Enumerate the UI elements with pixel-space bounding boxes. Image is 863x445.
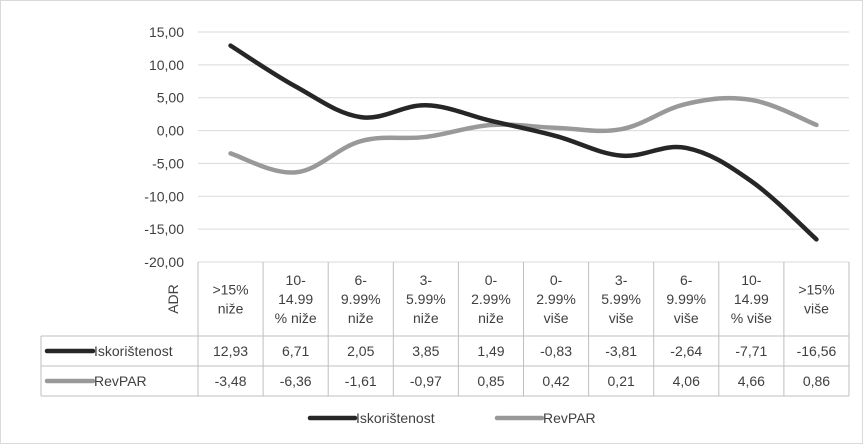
category-label-line: >15% <box>212 282 248 298</box>
category-label: 6- 9.99% niže <box>341 272 381 326</box>
category-label-line: 10- <box>286 272 307 288</box>
y-tick-label: -10,00 <box>144 188 184 204</box>
table-cell-value: 1,49 <box>477 343 504 359</box>
series-line-1 <box>228 95 819 175</box>
series-line-0 <box>228 43 819 242</box>
category-label-line: 0- <box>550 272 563 288</box>
category-label: >15% niže <box>212 282 248 317</box>
y-axis-ticks: 15,00 10,00 5,00 0,00 -5,00 -10,00 -15,00 -20,0… <box>144 24 184 270</box>
table-cell-value: -6,36 <box>280 373 312 389</box>
data-table: >15% niže 10- 14.99 % niže 6- 9.99% niže 3- 5.99%… <box>40 262 850 397</box>
y-tick-label: -5,00 <box>152 155 184 171</box>
table-cell-value: 3,85 <box>412 343 439 359</box>
category-label-line: 3- <box>420 272 433 288</box>
category-label-line: 3- <box>615 272 628 288</box>
table-cell-value: 4,06 <box>673 373 700 389</box>
category-label-line: niže <box>348 310 374 326</box>
category-label-line: niže <box>413 310 439 326</box>
table-cell-value: 0,21 <box>608 373 635 389</box>
table-cell-value: 6,71 <box>282 343 309 359</box>
category-label-line: 9.99% <box>666 291 706 307</box>
legend-label: RevPAR <box>543 410 596 426</box>
table-cell-value: -0,97 <box>410 373 442 389</box>
y-tick-label: -20,00 <box>144 254 184 270</box>
category-label-line: 5.99% <box>601 291 641 307</box>
category-label: 6- 9.99% više <box>666 272 706 326</box>
category-label-line: niže <box>478 310 504 326</box>
y-axis-label: ADR <box>165 284 181 314</box>
category-label: 3- 5.99% niže <box>406 272 446 326</box>
category-label-line: 14.99 <box>278 291 313 307</box>
category-label-line: 9.99% <box>341 291 381 307</box>
category-label-line: više <box>609 310 634 326</box>
category-label-line: 6- <box>355 272 368 288</box>
legend: Iskorištenost RevPAR <box>307 410 596 426</box>
category-label-line: 2.99% <box>536 291 576 307</box>
y-tick-label: 0,00 <box>157 123 184 139</box>
table-series-name: Iskorištenost <box>94 343 173 359</box>
table-cell-value: 4,66 <box>738 373 765 389</box>
category-label-line: više <box>544 310 569 326</box>
category-label: >15% više <box>798 282 834 317</box>
table-series-name: RevPAR <box>94 373 147 389</box>
y-tick-label: 5,00 <box>157 90 184 106</box>
gridlines <box>198 31 849 263</box>
category-label-line: više <box>674 310 699 326</box>
table-cell-value: -3,48 <box>215 373 247 389</box>
category-label-line: 2.99% <box>471 291 511 307</box>
table-cell-value: -16,56 <box>797 343 837 359</box>
category-label-line: 5.99% <box>406 291 446 307</box>
table-cell-value: 12,93 <box>213 343 248 359</box>
table-cell-value: 0,42 <box>542 373 569 389</box>
category-label: 0- 2.99% niže <box>471 272 511 326</box>
y-tick-label: 10,00 <box>149 57 184 73</box>
category-label: 0- 2.99% više <box>536 272 576 326</box>
category-label-line: % više <box>731 310 772 326</box>
y-tick-label: 15,00 <box>149 24 184 40</box>
category-label: 10- 14.99 % niže <box>275 272 317 326</box>
table-cell-value: -7,71 <box>735 343 767 359</box>
category-label-line: više <box>804 301 829 317</box>
series-lines <box>228 43 819 242</box>
category-label-line: niže <box>218 301 244 317</box>
category-label-line: 14.99 <box>734 291 769 307</box>
category-label-line: 6- <box>680 272 693 288</box>
table-cell-value: 0,86 <box>803 373 830 389</box>
table-cell-value: -0,83 <box>540 343 572 359</box>
category-label-line: % niže <box>275 310 317 326</box>
category-label: 10- 14.99 % više <box>731 272 772 326</box>
category-label-line: 0- <box>485 272 498 288</box>
table-cell-value: -3,81 <box>605 343 637 359</box>
table-cell-value: 2,05 <box>347 343 374 359</box>
legend-label: Iskorištenost <box>356 410 435 426</box>
table-cell-value: -2,64 <box>670 343 702 359</box>
table-cell-value: -1,61 <box>345 373 377 389</box>
table-cell-value: 0,85 <box>477 373 504 389</box>
category-label: 3- 5.99% više <box>601 272 641 326</box>
category-label-line: 10- <box>741 272 762 288</box>
y-tick-label: -15,00 <box>144 221 184 237</box>
category-label-line: >15% <box>798 282 834 298</box>
